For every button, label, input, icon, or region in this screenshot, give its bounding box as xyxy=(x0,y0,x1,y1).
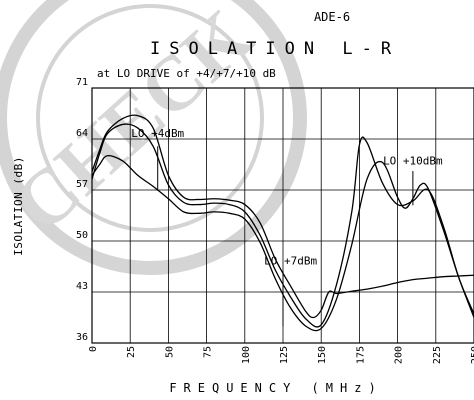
y-tick-label: 36 xyxy=(76,332,88,343)
x-axis-label: FREQUENCY (MHz) xyxy=(169,381,382,395)
y-tick-label: 57 xyxy=(76,179,88,190)
x-tick-label: 225 xyxy=(432,346,443,364)
x-tick-label: 25 xyxy=(126,346,137,358)
grid xyxy=(91,87,474,344)
series-line-lo-7dbm xyxy=(91,123,474,328)
axis-ticks: 0 25 50 75 100 125 150 175 200 225 250 36 43 50 57 64 71 xyxy=(76,77,474,364)
annotation-label: LO +7dBm xyxy=(264,254,317,267)
x-tick-label: 150 xyxy=(317,346,328,364)
annotation-label: LO +10dBm xyxy=(383,155,443,168)
x-tick-label: 125 xyxy=(279,346,290,364)
x-tick-label: 250 xyxy=(470,346,474,364)
x-tick-label: 75 xyxy=(203,346,214,358)
x-tick-label: 50 xyxy=(164,346,175,358)
series-lines xyxy=(91,114,474,332)
watermark-text: CHECK xyxy=(0,0,268,248)
series-line-lo-4dbm xyxy=(91,114,474,319)
y-tick-label: 43 xyxy=(76,281,88,292)
annotations: LO +4dBm LO +7dBm LO +10dBm xyxy=(131,127,443,327)
series-line-lo-10dbm xyxy=(91,155,474,332)
y-axis-label: ISOLATION (dB) xyxy=(12,156,25,256)
annotation-label: LO +4dBm xyxy=(131,127,184,140)
x-tick-label: 0 xyxy=(88,346,99,352)
chart-subtitle: at LO DRIVE of +4/+7/+10 dB xyxy=(97,67,276,80)
x-tick-label: 200 xyxy=(394,346,405,364)
x-tick-label: 100 xyxy=(241,346,252,364)
chart-title: ISOLATION L-R xyxy=(150,39,400,59)
y-tick-label: 64 xyxy=(76,128,88,139)
y-tick-label: 50 xyxy=(76,230,88,241)
x-tick-label: 175 xyxy=(355,346,366,364)
chart-model: ADE-6 xyxy=(314,10,350,24)
y-tick-label: 71 xyxy=(76,77,88,88)
